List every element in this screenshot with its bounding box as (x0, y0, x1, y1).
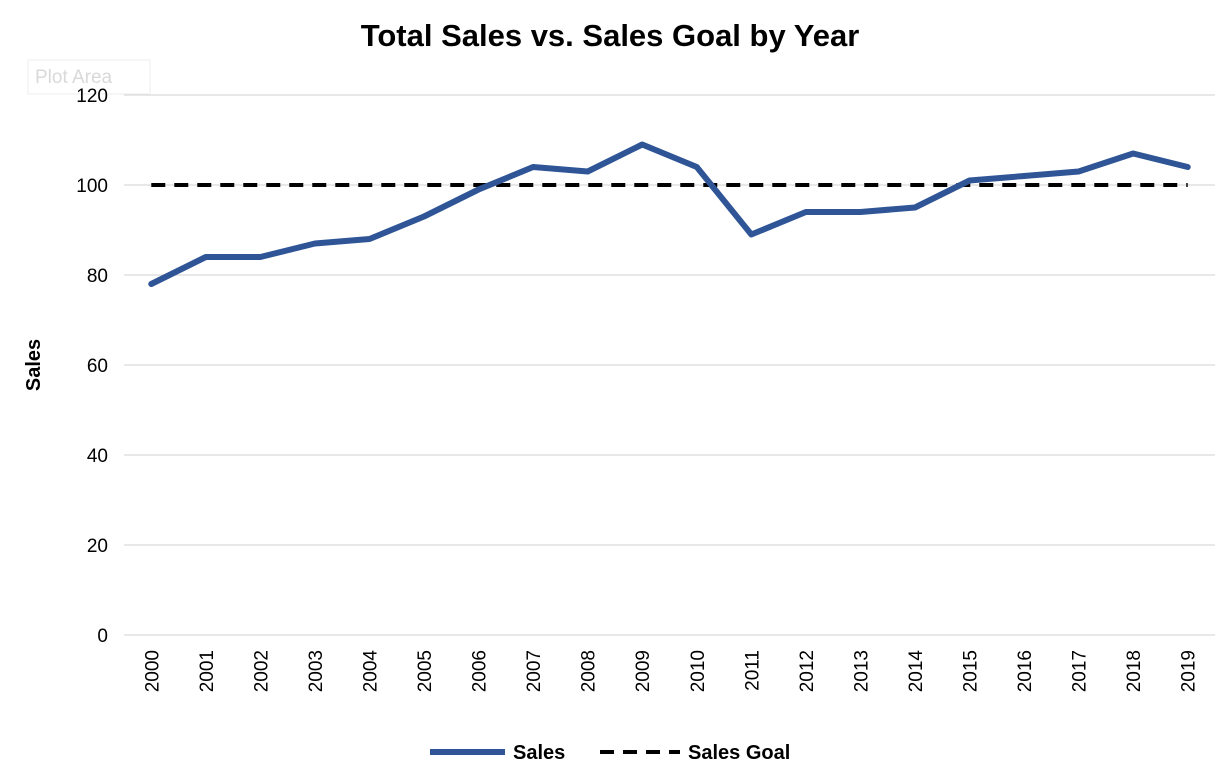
x-tick-label: 2016 (1015, 650, 1036, 692)
x-tick-label: 2001 (197, 650, 218, 692)
x-tick-label: 2002 (251, 650, 272, 692)
x-tick-label: 2013 (851, 650, 872, 692)
x-tick-label: 2012 (797, 650, 818, 692)
x-tick-label: 2011 (742, 650, 763, 691)
x-tick-label: 2019 (1179, 650, 1200, 692)
y-axis-label: Sales (23, 339, 45, 391)
x-tick-label: 2010 (688, 650, 709, 692)
tooltip-text: Plot Area (35, 67, 113, 88)
y-tick-label: 60 (87, 356, 108, 377)
x-tick-label: 2006 (470, 650, 491, 692)
x-tick-label: 2004 (360, 650, 381, 693)
x-tick-label: 2015 (961, 650, 982, 692)
plot-area-tooltip: Plot Area (27, 59, 151, 95)
x-tick-label: 2003 (306, 650, 327, 692)
x-tick-label: 2005 (415, 650, 436, 692)
chart-title: Total Sales vs. Sales Goal by Year (361, 18, 860, 53)
legend-label: Sales (513, 742, 565, 764)
series-line-sales (148, 141, 1191, 287)
x-tick-label: 2018 (1124, 650, 1145, 692)
y-tick-label: 20 (87, 536, 108, 557)
x-tick-label: 2007 (524, 650, 545, 692)
legend-label: Sales Goal (688, 742, 790, 764)
y-tick-label: 40 (87, 446, 108, 467)
x-tick-label: 2017 (1070, 650, 1091, 692)
x-tick-label: 2014 (906, 650, 927, 693)
legend: Sales Sales Goal (430, 742, 790, 764)
y-tick-label: 100 (76, 176, 108, 197)
y-tick-label: 0 (97, 626, 108, 647)
x-tick-label: 2008 (579, 650, 600, 692)
x-tick-label: 2009 (633, 650, 654, 692)
y-tick-label: 80 (87, 266, 108, 287)
x-tick-label: 2000 (142, 650, 163, 692)
y-tick-label: 120 (76, 86, 108, 107)
